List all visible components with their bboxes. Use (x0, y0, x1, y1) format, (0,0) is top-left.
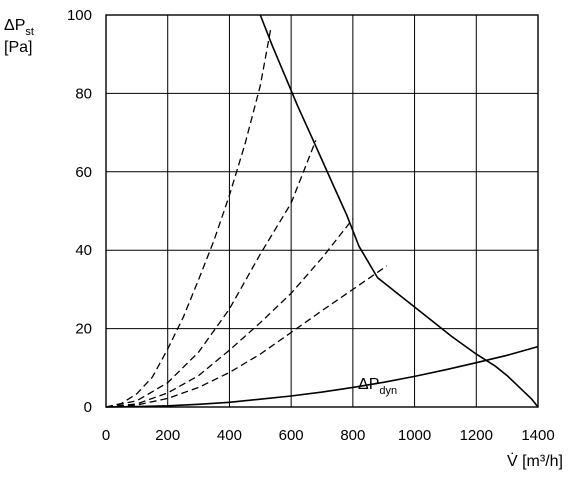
y-tick-label: 40 (75, 242, 92, 259)
x-tick-label: 400 (217, 427, 242, 444)
x-tick-label: 800 (340, 427, 365, 444)
y-tick-label: 60 (75, 164, 92, 181)
system-curve-2-line (105, 140, 317, 408)
y-axis-label: ΔPst (4, 17, 34, 38)
dyn-curve-symbol-sub: dyn (379, 385, 397, 397)
y-axis-symbol: ΔP (4, 17, 25, 34)
system-curve-4-line (105, 265, 388, 408)
dyn-curve-symbol: ΔP (358, 376, 379, 393)
y-tick-label: 80 (75, 85, 92, 102)
y-tick-label: 20 (75, 321, 92, 338)
y-axis-symbol-sub: st (25, 26, 34, 38)
x-axis-label: V̇ [m³/h] (507, 452, 563, 470)
grid (105, 14, 539, 408)
x-tick-label: 0 (102, 427, 110, 444)
x-tick-label: 1200 (460, 427, 493, 444)
dynamic-pressure-line (105, 345, 539, 408)
dyn-curve-label: ΔPdyn (358, 376, 397, 397)
fan-curve-line (259, 14, 539, 408)
y-axis-unit: [Pa] (4, 39, 32, 56)
x-tick-label: 1400 (521, 427, 554, 444)
tick-labels: 0 200 400 600 800 1000 1200 1400 0 20 40 60 80 100 (67, 7, 555, 444)
series-layer (105, 14, 539, 408)
x-tick-label: 1000 (398, 427, 431, 444)
y-tick-label: 100 (67, 7, 92, 24)
y-tick-label: 0 (84, 399, 92, 416)
system-curve-3-line (105, 218, 354, 408)
plot-frame (105, 14, 539, 408)
system-curve-1-line (105, 26, 272, 408)
x-tick-label: 600 (279, 427, 304, 444)
x-tick-label: 200 (155, 427, 180, 444)
